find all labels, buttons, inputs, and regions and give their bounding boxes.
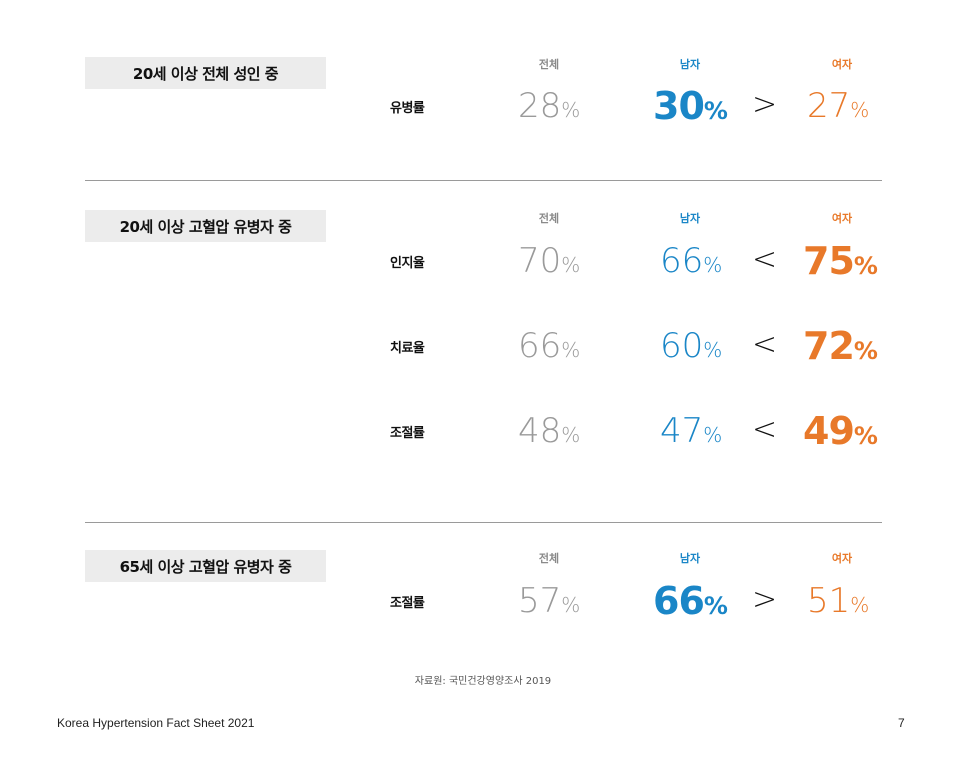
value-male: 66% — [653, 579, 728, 623]
column-header-male: 남자 — [679, 552, 701, 565]
comparison-sign: < — [752, 327, 778, 362]
value-male: 47% — [660, 411, 723, 451]
comparison-sign: < — [752, 242, 778, 277]
value-female: 27% — [807, 86, 870, 126]
value-female: 49% — [803, 409, 878, 453]
value-female: 51% — [807, 581, 870, 621]
comparison-sign: < — [752, 412, 778, 447]
value-female: 72% — [803, 324, 878, 368]
section-title-hypertensive-20: 20세 이상 고혈압 유병자 중 — [85, 210, 326, 242]
section-divider — [85, 522, 882, 523]
value-female: 75% — [803, 239, 878, 283]
row-label-control-65: 조절률 — [390, 596, 425, 611]
column-header-male: 남자 — [679, 58, 701, 71]
column-header-female: 여자 — [831, 552, 853, 565]
value-male: 66% — [660, 241, 723, 281]
value-total: 48% — [518, 411, 581, 451]
value-male: 60% — [660, 326, 723, 366]
value-male: 30% — [653, 84, 728, 128]
column-header-total: 전체 — [538, 552, 560, 565]
row-label-awareness: 인지율 — [390, 256, 425, 271]
column-header-total: 전체 — [538, 58, 560, 71]
footer-title: Korea Hypertension Fact Sheet 2021 — [57, 716, 255, 730]
value-total: 28% — [518, 86, 581, 126]
column-header-female: 여자 — [831, 212, 853, 225]
section-title-hypertensive-65: 65세 이상 고혈압 유병자 중 — [85, 550, 326, 582]
row-label-prevalence: 유병률 — [390, 101, 425, 116]
page-number: 7 — [898, 716, 905, 730]
value-total: 57% — [518, 581, 581, 621]
row-label-control: 조절률 — [390, 426, 425, 441]
comparison-sign: > — [752, 582, 778, 617]
comparison-sign: > — [752, 87, 778, 122]
column-header-total: 전체 — [538, 212, 560, 225]
column-header-male: 남자 — [679, 212, 701, 225]
section-divider — [85, 180, 882, 181]
row-label-treatment: 치료율 — [390, 341, 425, 356]
source-note: 자료원: 국민건강영양조사 2019 — [414, 676, 552, 687]
column-header-female: 여자 — [831, 58, 853, 71]
value-total: 66% — [518, 326, 581, 366]
value-total: 70% — [518, 241, 581, 281]
section-title-adults: 20세 이상 전체 성인 중 — [85, 57, 326, 89]
